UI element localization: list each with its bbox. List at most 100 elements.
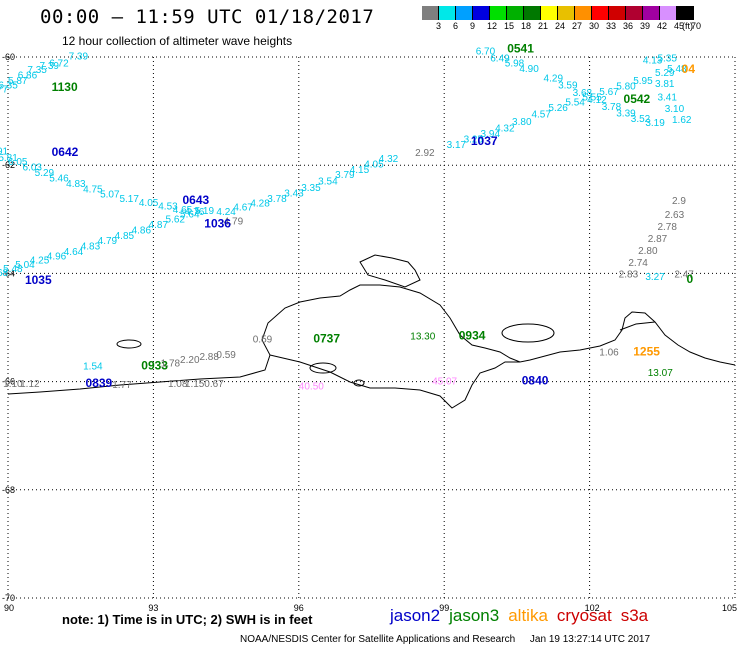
satellite-legend-jason2: jason2 xyxy=(390,606,441,625)
wave-height-value: 4.67 xyxy=(233,203,253,214)
wave-height-value: 5.19 xyxy=(195,206,215,217)
latitude-label: -64 xyxy=(2,268,15,278)
wave-height-value: 5.46 xyxy=(49,173,69,184)
pass-time-label: 0 xyxy=(687,272,694,286)
wave-height-value: 3.81 xyxy=(655,79,675,90)
wave-height-value: 4.79 xyxy=(98,236,118,247)
wave-height-value: 6.49 xyxy=(490,53,510,64)
wave-height-value: 13.07 xyxy=(648,368,673,379)
scale-swatch xyxy=(626,6,643,20)
scale-label: 24 xyxy=(555,21,566,31)
coastline-detail xyxy=(619,321,656,331)
wave-height-value: 2.20 xyxy=(180,355,200,366)
wave-height-value: 4.64 xyxy=(64,247,84,258)
wave-height-value: 3.39 xyxy=(616,109,636,120)
wave-height-value: 5.29 xyxy=(655,68,675,79)
wave-height-value: 7.39 xyxy=(69,52,89,63)
credit-line: NOAA/NESDIS Center for Satellite Applica… xyxy=(240,634,650,645)
wave-height-value: 3.41 xyxy=(657,92,677,103)
scale-label: 33 xyxy=(606,21,617,31)
pass-time-label: 0933 xyxy=(141,359,168,373)
wave-height-value: 5.29 xyxy=(35,168,55,179)
map-subtitle: 12 hour collection of altimeter wave hei… xyxy=(62,34,293,48)
scale-swatch xyxy=(422,6,439,20)
wave-height-value: 1.08 xyxy=(168,379,188,390)
wave-height-value: 5.67 xyxy=(599,87,619,98)
wave-height-value: 4.24 xyxy=(216,207,236,218)
wave-height-value: 3.25 xyxy=(464,134,484,145)
wave-height-value: 4.15 xyxy=(350,165,370,176)
satellite-legend: jason2 jason3 altika cryosat s3a xyxy=(390,606,657,626)
wave-height-value: 5.64 xyxy=(180,210,200,221)
wave-height-value: 1.77 xyxy=(112,380,132,391)
wave-height-value: 2.80 xyxy=(638,246,658,257)
scale-label: 12 xyxy=(487,21,498,31)
wave-height-value: 4.29 xyxy=(544,73,564,84)
scale-swatch xyxy=(456,6,473,20)
wave-height-value: 4.05 xyxy=(139,198,159,209)
wave-height-value: 6.77 xyxy=(0,85,9,96)
wave-height-value: 5.26 xyxy=(548,103,568,114)
wave-height-value: 5.91 xyxy=(0,146,9,157)
scale-swatch xyxy=(643,6,660,20)
wave-height-value: 5.04 xyxy=(15,260,35,271)
wave-height-value: 5.48 xyxy=(3,264,23,275)
scale-swatch xyxy=(439,6,456,20)
wave-height-value: 4.32 xyxy=(495,124,515,135)
wave-height-value: 1.10 xyxy=(3,379,23,390)
scale-label: 15 xyxy=(504,21,515,31)
satellite-legend-cryosat: cryosat xyxy=(556,606,612,625)
pass-time-label: 04 xyxy=(682,62,696,76)
scale-label: 27 xyxy=(572,21,583,31)
wave-height-value: 2.83 xyxy=(619,270,639,281)
wave-height-value: 5.48 xyxy=(667,64,687,75)
scale-swatch xyxy=(473,6,490,20)
wave-height-value: 3.79 xyxy=(335,170,355,181)
wave-height-value: 3.68 xyxy=(573,88,593,99)
scale-label: 18 xyxy=(521,21,532,31)
wave-height-value: 4.85 xyxy=(115,231,135,242)
scale-swatch xyxy=(677,6,694,20)
latitude-label: -70 xyxy=(2,593,15,603)
wave-height-value: 3.19 xyxy=(645,118,665,129)
pass-time-label: 0542 xyxy=(624,92,651,106)
wave-height-value: 1.12 xyxy=(20,379,40,390)
wave-height-value: 5.17 xyxy=(119,194,139,205)
wave-height-value: 4.79 xyxy=(224,217,244,228)
wave-height-value: 4.83 xyxy=(66,179,86,190)
wave-height-value: 6.03 xyxy=(23,163,43,174)
wave-height-value: 3.17 xyxy=(447,140,467,151)
wave-height-value: 6.86 xyxy=(18,71,38,82)
wave-height-value: 5.98 xyxy=(505,59,525,70)
coastline xyxy=(7,284,736,395)
wave-height-value: 3.78 xyxy=(267,194,287,205)
wave-height-value: 5.81 xyxy=(0,153,18,164)
scale-label: 9 xyxy=(470,21,476,31)
wave-height-value: 3.59 xyxy=(558,80,578,91)
wave-height-value: 3.10 xyxy=(665,104,685,115)
pass-time-label: 1130 xyxy=(52,80,78,94)
wave-height-value: 3.78 xyxy=(602,102,622,113)
wave-height-value: 4.65 xyxy=(173,205,193,216)
island-outline xyxy=(116,339,142,349)
wave-height-value: 5.54 xyxy=(565,98,585,109)
longitude-label: 96 xyxy=(294,603,304,613)
wave-height-value: 4.53 xyxy=(158,202,178,213)
scale-label: 36 xyxy=(623,21,634,31)
wave-height-value: 3.52 xyxy=(631,114,651,125)
wave-height-value: 4.76 xyxy=(185,207,205,218)
satellite-legend-jason3: jason3 xyxy=(449,606,500,625)
wave-height-value: 1.54 xyxy=(83,362,103,373)
wave-height-value: 0.59 xyxy=(253,335,273,346)
wave-height-value: 5.35 xyxy=(657,53,677,64)
wave-height-value: 4.28 xyxy=(250,198,270,209)
latitude-label: -62 xyxy=(2,160,15,170)
wave-height-value: 4.05 xyxy=(364,159,384,170)
pass-time-label: 1035 xyxy=(25,273,52,287)
pass-time-label: 1255 xyxy=(633,345,660,359)
wave-height-value: 6.72 xyxy=(49,59,69,70)
wave-height-value: 2.74 xyxy=(628,258,648,269)
ice-shelf-edge xyxy=(269,354,520,409)
wave-height-value: 45.07 xyxy=(432,376,457,387)
wave-height-value: 4.75 xyxy=(83,184,103,195)
